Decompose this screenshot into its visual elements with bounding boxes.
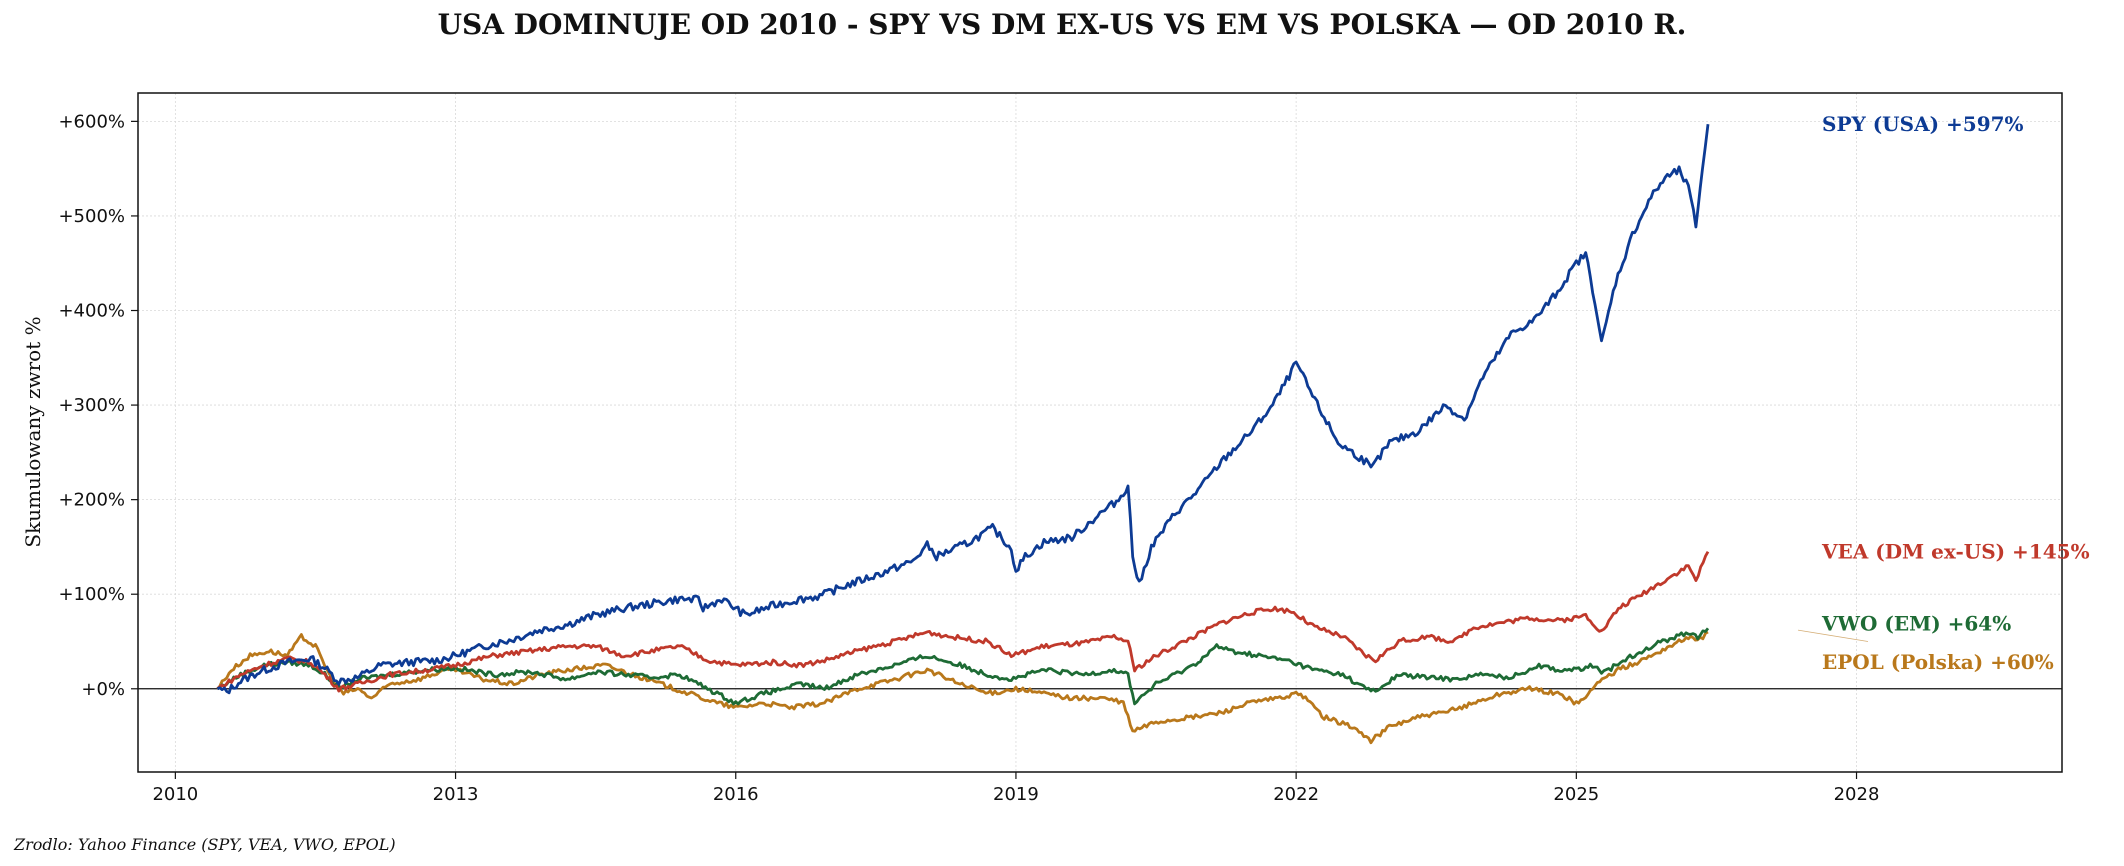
- x-tick-label: 2022: [1273, 784, 1319, 805]
- x-tick-label: 2010: [152, 784, 198, 805]
- y-tick-label: +600%: [58, 111, 125, 132]
- chart-title: USA DOMINUJE OD 2010 - SPY VS DM EX-US V…: [438, 8, 1687, 41]
- y-tick-label: +500%: [58, 206, 125, 227]
- plot-frame: [137, 92, 2063, 773]
- series-end-label: SPY (USA) +597%: [1822, 112, 2024, 136]
- x-tick-label: 2019: [993, 784, 1039, 805]
- axis-ticks: 2010 2013 2016 2019 2022 2025 2028 +0% +100% +200…: [58, 111, 1879, 805]
- series-line: [216, 124, 1710, 695]
- y-tick-label: +200%: [58, 490, 125, 511]
- series-end-labels: SPY (USA) +597% VEA (DM ex-US) +145% VWO (…: [1797, 112, 2090, 674]
- source-note: Zrodlo: Yahoo Finance (SPY, VEA, VWO, EP…: [13, 835, 396, 854]
- label-leader-line: [1797, 629, 1869, 642]
- x-tick-label: 2028: [1834, 784, 1880, 805]
- y-tick-label: +400%: [58, 301, 125, 322]
- series-end-label: VWO (EM) +64%: [1821, 611, 2011, 635]
- y-axis-label: Skumulowany zwrot %: [21, 316, 45, 547]
- series-line: [216, 630, 1709, 745]
- y-tick-label: +100%: [58, 584, 125, 605]
- x-tick-label: 2013: [433, 784, 479, 805]
- y-tick-label: +300%: [58, 395, 125, 416]
- grid: [138, 93, 2062, 772]
- series-line: [216, 627, 1710, 706]
- y-tick-label: +0%: [81, 679, 125, 700]
- series-end-label: EPOL (Polska) +60%: [1822, 650, 2054, 674]
- x-tick-label: 2016: [713, 784, 759, 805]
- series-lines: [216, 124, 1710, 745]
- series-line: [216, 551, 1710, 693]
- x-tick-label: 2025: [1553, 784, 1599, 805]
- series-end-label: VEA (DM ex-US) +145%: [1821, 540, 2090, 564]
